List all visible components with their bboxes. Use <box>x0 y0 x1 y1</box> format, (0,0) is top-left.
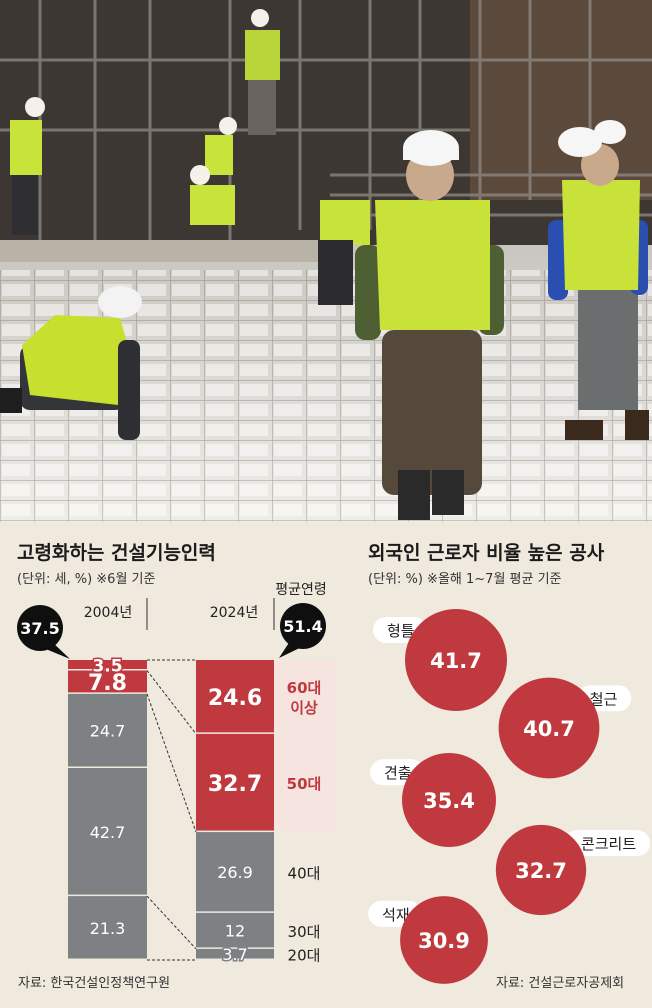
bubble-견출 <box>402 753 496 847</box>
avg-age-2024: 51.4 <box>283 617 322 636</box>
chart-panel: 고령화하는 건설기능인력 (단위: 세, %) ※6월 기준 외국인 근로자 비… <box>0 522 652 1008</box>
bar-value-2004년-50대: 7.8 <box>88 671 127 696</box>
avg-age-label: 평균연령 <box>275 582 327 598</box>
year-label-2004: 2004년 <box>84 605 133 621</box>
bar-segment-2004년-50대 <box>68 670 147 693</box>
bubble-형틀 <box>405 609 507 711</box>
bar-segment-2004년-30대 <box>68 768 147 895</box>
bubble-label-콘크리트: 콘크리트 <box>581 835 636 853</box>
avg-age-badge-2024: 51.4 <box>279 603 326 658</box>
bar-segment-2024년-20대 <box>196 948 274 959</box>
stacked-bars: 21.3 42.7 24.7 7.83.5 3.7 12 26.9 32.7 24.6 20대 30… <box>68 655 336 966</box>
bar-value-2024년-40대: 26.9 <box>217 863 253 882</box>
bubble-석재 <box>400 896 488 984</box>
bar-value-2004년-40대: 24.7 <box>90 722 126 741</box>
age-group-label-60대 이상: 이상 <box>290 699 318 717</box>
bubble-value-콘크리트: 32.7 <box>515 859 567 883</box>
connector-line <box>146 693 197 833</box>
bar-value-2004년-30대: 42.7 <box>90 823 126 842</box>
band-50대 <box>274 733 336 831</box>
bubble-label-석재: 석재 <box>382 906 410 924</box>
bubble-label-견출: 견출 <box>384 764 412 782</box>
bar-value-2024년-30대: 12 <box>225 922 245 941</box>
bar-segment-2024년-40대 <box>196 832 274 912</box>
bar-segment-2004년-20대 <box>68 896 147 959</box>
left-chart-title: 고령화하는 건설기능인력 <box>17 542 216 564</box>
bar-segment-2004년-40대 <box>68 693 147 767</box>
bubble-콘크리트 <box>495 824 587 916</box>
connector-line <box>146 895 197 950</box>
left-chart-unit-note: (단위: 세, %) ※6월 기준 <box>17 572 156 587</box>
year-label-2024: 2024년 <box>210 605 259 621</box>
bar-segment-2004년-60대 이상 <box>68 660 147 669</box>
bar-segment-2024년-30대 <box>196 912 274 948</box>
age-group-label-20대: 20대 <box>288 946 321 964</box>
age-group-label-30대: 30대 <box>288 923 321 941</box>
right-chart-unit-note: (단위: %) ※올해 1~7월 평균 기준 <box>368 572 562 587</box>
bubble-label-철근: 철근 <box>590 690 618 708</box>
band-60대 이상 <box>274 660 336 733</box>
bar-value-2004년-20대: 21.3 <box>90 919 126 938</box>
left-chart-source: 자료: 한국건설인정책연구원 <box>18 976 171 991</box>
bar-value-2024년-20대: 3.7 <box>222 945 247 964</box>
bubble-value-견출: 35.4 <box>423 789 475 813</box>
right-chart-source: 자료: 건설근로자공제회 <box>496 976 625 991</box>
construction-photo <box>0 0 652 522</box>
connector-line <box>146 670 197 735</box>
avg-age-badge-2004: 37.5 <box>17 605 70 659</box>
bubble-value-철근: 40.7 <box>523 717 575 741</box>
bubble-label-bg-콘크리트 <box>564 830 651 857</box>
bar-segment-2024년-50대 <box>196 733 274 831</box>
bar-value-2004년-60대 이상: 3.5 <box>92 656 122 676</box>
age-group-label-40대: 40대 <box>288 864 321 882</box>
avg-age-2004: 37.5 <box>20 619 59 638</box>
bubble-value-형틀: 41.7 <box>430 649 482 673</box>
bubble-chart: 형틀 41.7 철근 40.7 견출 35.4 콘크리트 32.7 석재 30.9 <box>368 609 651 984</box>
bar-segment-2024년-60대 이상 <box>196 660 274 733</box>
right-chart-title: 외국인 근로자 비율 높은 공사 <box>368 542 605 564</box>
bubble-철근 <box>498 677 600 779</box>
age-group-label-60대 이상: 60대 <box>287 679 322 697</box>
bar-value-2024년-60대 이상: 24.6 <box>208 686 262 711</box>
charts-canvas: 2004년 2024년 평균연령 37.5 51.4 21.3 42.7 24.7 7… <box>17 582 651 984</box>
bubble-value-석재: 30.9 <box>418 929 470 953</box>
bubble-label-형틀: 형틀 <box>387 622 415 640</box>
bar-value-2024년-50대: 32.7 <box>208 772 262 797</box>
age-group-label-50대: 50대 <box>287 775 322 793</box>
